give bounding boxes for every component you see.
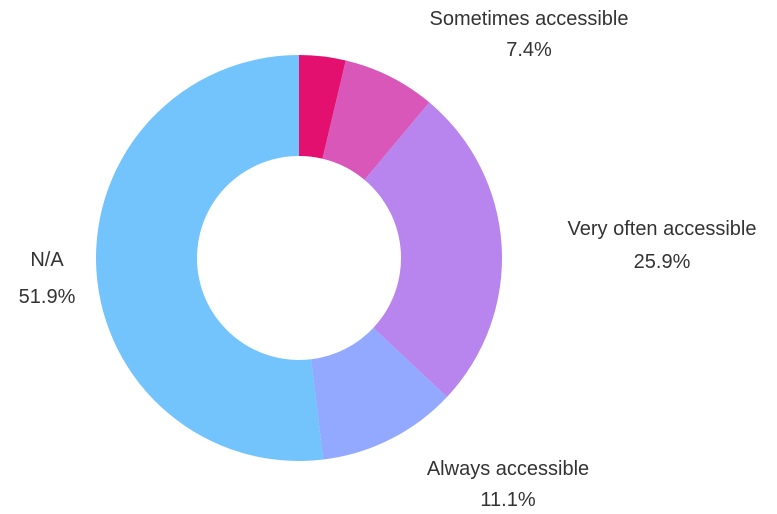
label-sometimes-accessible: Sometimes accessible 7.4% bbox=[430, 8, 629, 61]
slice-unlabeled bbox=[299, 55, 346, 159]
label-very-often-accessible: Very often accessible 25.9% bbox=[568, 218, 757, 273]
label-very-often-accessible-value: 25.9% bbox=[634, 251, 691, 273]
label-sometimes-accessible-value: 7.4% bbox=[506, 39, 552, 61]
label-always-accessible-value: 11.1% bbox=[480, 489, 535, 511]
slice-always bbox=[311, 327, 447, 460]
slice-very-often bbox=[364, 102, 502, 397]
label-very-often-accessible-name: Very often accessible bbox=[568, 218, 757, 240]
donut-slices bbox=[95, 55, 502, 462]
label-always-accessible-name: Always accessible bbox=[427, 458, 589, 480]
label-always-accessible: Always accessible 11.1% bbox=[427, 458, 589, 511]
slice-na bbox=[95, 55, 324, 462]
label-na: N/A 51.9% bbox=[19, 249, 76, 308]
label-na-value: 51.9% bbox=[19, 286, 76, 308]
label-na-name: N/A bbox=[30, 249, 64, 271]
slice-sometimes bbox=[322, 60, 430, 180]
label-sometimes-accessible-name: Sometimes accessible bbox=[430, 8, 629, 30]
